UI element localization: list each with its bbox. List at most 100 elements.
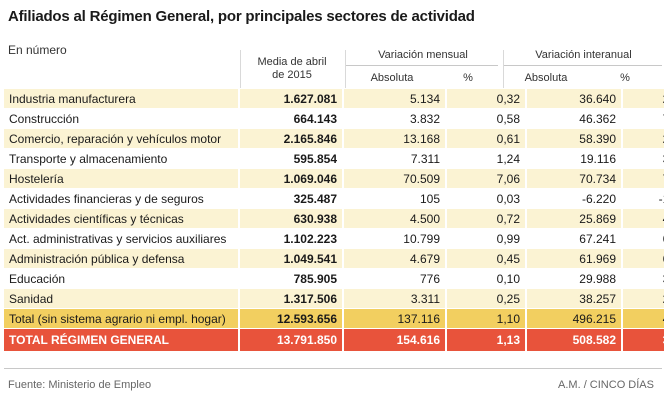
interanual-pct-value: 4,28	[621, 209, 664, 228]
header-divider-interanual	[504, 65, 662, 66]
header-media: Media de abril de 2015	[257, 56, 327, 81]
mensual-absoluta-value: 7.311	[342, 149, 445, 168]
table-row: Construcción 664.143 3.832 0,58 46.362 7…	[4, 109, 664, 128]
mensual-pct-value: 0,72	[445, 209, 525, 228]
header-variacion-mensual: Variación mensual	[378, 49, 468, 61]
header-divider-mensual	[346, 65, 498, 66]
mensual-absoluta-value: 4.500	[342, 209, 445, 228]
footer-divider	[4, 368, 662, 369]
total-interanual-absoluta: 496.215	[525, 309, 621, 328]
media-value: 1.102.223	[238, 229, 342, 248]
mensual-absoluta-value: 3.832	[342, 109, 445, 128]
media-value: 325.487	[238, 189, 342, 208]
header-mensual-pct: %	[463, 72, 473, 84]
sector-name: Hostelería	[4, 169, 238, 188]
mensual-absoluta-value: 4.679	[342, 249, 445, 268]
media-value: 630.938	[238, 209, 342, 228]
total-media: 12.593.656	[238, 309, 342, 328]
total-interanual-pct: 4,10	[621, 309, 664, 328]
mensual-pct-value: 0,10	[445, 269, 525, 288]
sector-name: Educación	[4, 269, 238, 288]
sector-table: Industria manufacturera 1.627.081 5.134 …	[4, 88, 664, 352]
sector-name: Actividades financieras y de seguros	[4, 189, 238, 208]
grand-total-label: TOTAL RÉGIMEN GENERAL	[4, 329, 238, 351]
header-separator-2	[345, 50, 346, 88]
mensual-pct-value: 0,45	[445, 249, 525, 268]
sector-name: Comercio, reparación y vehículos motor	[4, 129, 238, 148]
mensual-absoluta-value: 13.168	[342, 129, 445, 148]
interanual-absoluta-value: 58.390	[525, 129, 621, 148]
interanual-pct-value: 7,50	[621, 109, 664, 128]
table-row: Administración pública y defensa 1.049.5…	[4, 249, 664, 268]
table-row: Comercio, reparación y vehículos motor 2…	[4, 129, 664, 148]
mensual-pct-value: 0,58	[445, 109, 525, 128]
mensual-absoluta-value: 3.311	[342, 289, 445, 308]
media-value: 785.905	[238, 269, 342, 288]
sector-name: Actividades científicas y técnicas	[4, 209, 238, 228]
table-row: Sanidad 1.317.506 3.311 0,25 38.257 2,99	[4, 289, 664, 308]
interanual-absoluta-value: 25.869	[525, 209, 621, 228]
interanual-absoluta-value: 19.116	[525, 149, 621, 168]
interanual-absoluta-value: 36.640	[525, 89, 621, 108]
units-subtitle: En número	[8, 43, 67, 57]
grand-total-mensual-pct: 1,13	[445, 329, 525, 351]
mensual-absoluta-value: 105	[342, 189, 445, 208]
grand-total-mensual-absoluta: 154.616	[342, 329, 445, 351]
media-value: 1.317.506	[238, 289, 342, 308]
sector-name: Act. administrativas y servicios auxilia…	[4, 229, 238, 248]
interanual-absoluta-value: 61.969	[525, 249, 621, 268]
table-row: Transporte y almacenamiento 595.854 7.31…	[4, 149, 664, 168]
table-row: Educación 785.905 776 0,10 29.988 3,97	[4, 269, 664, 288]
total-row: Total (sin sistema agrario ni empl. hoga…	[4, 309, 664, 328]
interanual-absoluta-value: 46.362	[525, 109, 621, 128]
total-mensual-absoluta: 137.116	[342, 309, 445, 328]
media-value: 595.854	[238, 149, 342, 168]
header-mensual-absoluta: Absoluta	[370, 72, 414, 84]
mensual-pct-value: 0,99	[445, 229, 525, 248]
media-value: 1.069.046	[238, 169, 342, 188]
interanual-absoluta-value: -6.220	[525, 189, 621, 208]
interanual-pct-value: 2,77	[621, 129, 664, 148]
sector-name: Industria manufacturera	[4, 89, 238, 108]
grand-total-row: TOTAL RÉGIMEN GENERAL 13.791.850 154.616…	[4, 329, 664, 351]
interanual-absoluta-value: 29.988	[525, 269, 621, 288]
grand-total-interanual-absoluta: 508.582	[525, 329, 621, 351]
interanual-pct-value: 7,09	[621, 169, 664, 188]
grand-total-interanual-pct: 3,83	[621, 329, 664, 351]
sector-name: Sanidad	[4, 289, 238, 308]
mensual-absoluta-value: 5.134	[342, 89, 445, 108]
interanual-absoluta-value: 67.241	[525, 229, 621, 248]
source-note: Fuente: Ministerio de Empleo	[8, 379, 152, 391]
media-value: 664.143	[238, 109, 342, 128]
media-value: 2.165.846	[238, 129, 342, 148]
credit-note: A.M. / CINCO DÍAS	[558, 379, 654, 391]
header-interanual-pct: %	[620, 72, 630, 84]
sector-name: Transporte y almacenamiento	[4, 149, 238, 168]
mensual-pct-value: 1,24	[445, 149, 525, 168]
interanual-absoluta-value: 38.257	[525, 289, 621, 308]
mensual-pct-value: 0,03	[445, 189, 525, 208]
media-value: 1.627.081	[238, 89, 342, 108]
interanual-pct-value: 6,50	[621, 229, 664, 248]
interanual-pct-value: 6,27	[621, 249, 664, 268]
page-title: Afiliados al Régimen General, por princi…	[8, 8, 475, 25]
table-row: Hostelería 1.069.046 70.509 7,06 70.734 …	[4, 169, 664, 188]
header-separator-1	[240, 50, 241, 88]
table-row: Act. administrativas y servicios auxilia…	[4, 229, 664, 248]
sector-name: Construcción	[4, 109, 238, 128]
mensual-absoluta-value: 776	[342, 269, 445, 288]
interanual-pct-value: 2,99	[621, 289, 664, 308]
header-variacion-interanual: Variación interanual	[535, 49, 632, 61]
mensual-pct-value: 0,32	[445, 89, 525, 108]
sector-name: Administración pública y defensa	[4, 249, 238, 268]
interanual-pct-value: 3,97	[621, 269, 664, 288]
mensual-absoluta-value: 70.509	[342, 169, 445, 188]
header-separator-3	[503, 50, 504, 88]
total-mensual-pct: 1,10	[445, 309, 525, 328]
interanual-absoluta-value: 70.734	[525, 169, 621, 188]
table-row: Actividades financieras y de seguros 325…	[4, 189, 664, 208]
interanual-pct-value: 2,30	[621, 89, 664, 108]
mensual-pct-value: 0,61	[445, 129, 525, 148]
interanual-pct-value: -1,88	[621, 189, 664, 208]
